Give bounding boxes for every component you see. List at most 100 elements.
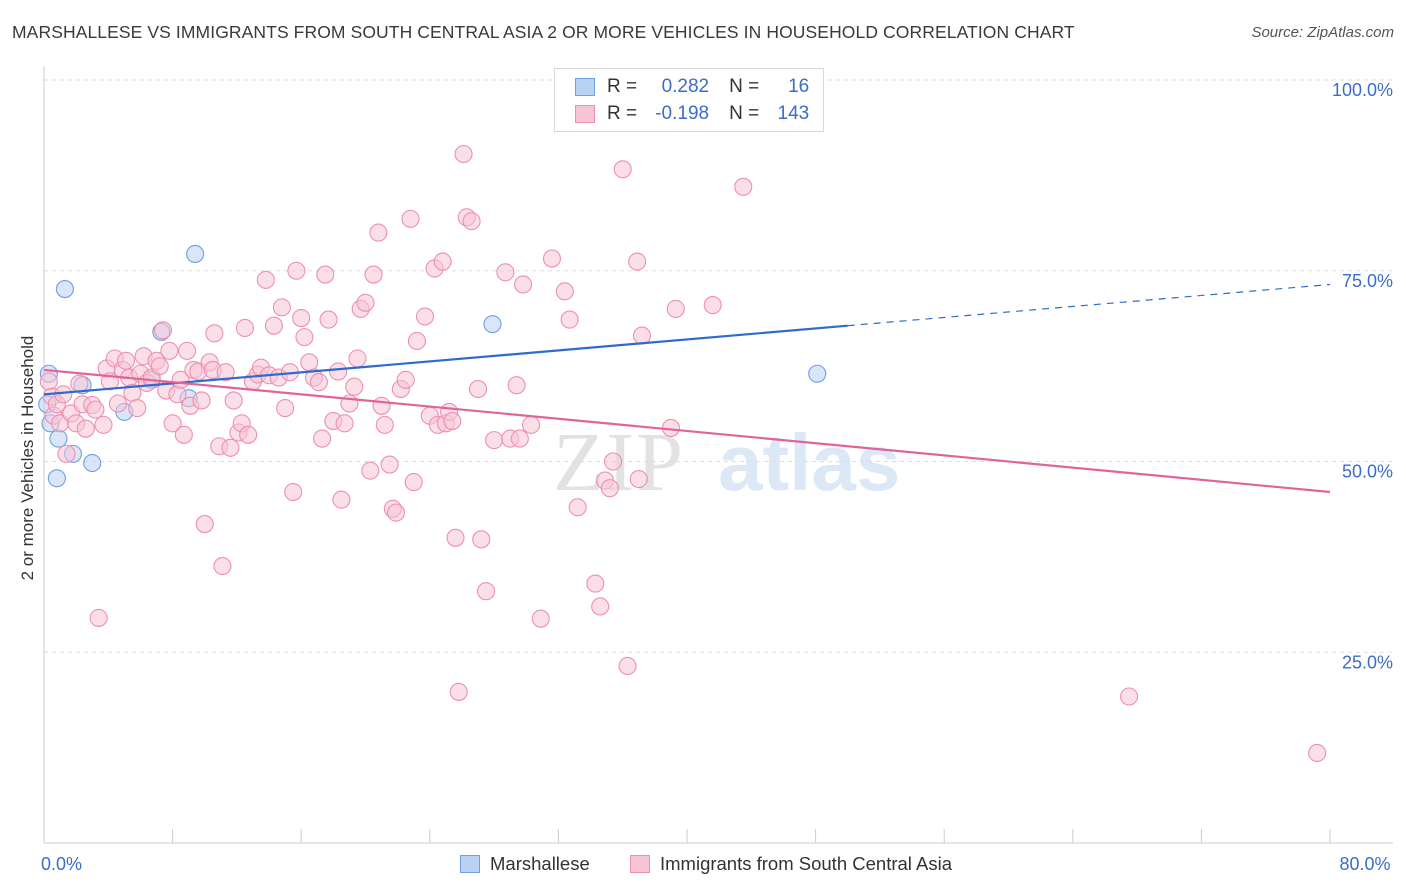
point-s1-141 [1308, 743, 1327, 763]
tick-labels: 25.0% 50.0% 75.0% 100.0% 0.0% 80.0% [41, 80, 1393, 874]
point-s1-51 [224, 391, 243, 410]
point-s1-89 [375, 415, 394, 434]
point-s1-9 [70, 374, 89, 393]
axes [43, 66, 1393, 844]
point-s1-61 [264, 316, 283, 335]
point-s1-130 [604, 452, 623, 471]
point-s1-92 [386, 503, 406, 522]
point-s1-81 [345, 377, 364, 396]
point-s1-127 [591, 597, 610, 616]
legend-row-immigrants: R = -0.198 N = 143 [575, 101, 809, 127]
point-s1-121 [531, 609, 550, 628]
n-label: N = [729, 76, 760, 97]
point-s1-124 [560, 310, 579, 329]
point-s1-122 [542, 249, 562, 268]
point-s1-106 [446, 528, 465, 547]
point-s1-120 [522, 415, 541, 434]
grid-lines [44, 79, 1393, 653]
chart-title: MARSHALLESE VS IMMIGRANTS FROM SOUTH CEN… [12, 22, 1075, 42]
point-s1-38 [178, 341, 197, 360]
point-s1-98 [415, 307, 435, 326]
marshallese-legend-swatch [460, 855, 480, 873]
point-s1-115 [496, 263, 515, 282]
watermark: ZIP atlas [553, 416, 900, 509]
y-axis-label: 2 or more Vehicles in Household [18, 335, 37, 581]
y-tick-label-0: 25.0% [1342, 652, 1393, 672]
point-s1-64 [276, 399, 295, 418]
point-s1-33 [160, 341, 179, 360]
point-s1-43 [195, 515, 214, 534]
point-s1-70 [300, 353, 319, 372]
point-s1-110 [462, 212, 481, 231]
point-s1-108 [454, 144, 473, 164]
point-s1-86 [364, 265, 383, 284]
point-s0-6 [83, 453, 102, 473]
n-value: 143 [777, 103, 810, 124]
point-s1-24 [128, 399, 147, 418]
point-s1-118 [510, 429, 529, 448]
point-s1-117 [507, 376, 526, 395]
point-s1-74 [316, 265, 335, 284]
point-s1-129 [600, 479, 619, 498]
point-s1-11 [76, 419, 95, 438]
point-s1-31 [153, 321, 173, 340]
point-s1-138 [703, 296, 722, 315]
point-s1-107 [449, 682, 468, 701]
bottom-legend-immigrants: Immigrants from South Central Asia [630, 852, 952, 876]
point-s1-66 [284, 482, 303, 502]
y-tick-label-2: 75.0% [1342, 271, 1393, 291]
point-s1-19 [108, 394, 127, 413]
watermark-atlas: atlas [718, 418, 900, 507]
point-s1-105 [443, 412, 462, 431]
point-s1-113 [477, 582, 496, 601]
point-s1-42 [192, 391, 211, 410]
marshallese-legend-label: Marshallese [490, 853, 590, 874]
point-s1-90 [380, 455, 399, 474]
point-s1-140 [1120, 687, 1139, 706]
point-s1-123 [555, 282, 574, 301]
y-axis-label-container: 2 or more Vehicles in Household [16, 0, 40, 892]
bottom-legend-marshallese: Marshallese [460, 852, 590, 876]
point-s0-2 [49, 429, 68, 448]
point-s1-55 [239, 425, 258, 444]
trend-lines [43, 283, 1331, 494]
point-s1-48 [213, 556, 232, 576]
point-s1-132 [618, 656, 637, 676]
n-value: 16 [788, 76, 810, 97]
point-s1-14 [89, 608, 108, 627]
point-s1-111 [468, 379, 488, 399]
point-s1-69 [295, 328, 314, 347]
point-s1-5 [54, 385, 73, 404]
point-s1-95 [401, 209, 420, 228]
point-s1-131 [613, 160, 632, 179]
immigrants-swatch [575, 105, 595, 123]
point-s1-49 [216, 363, 235, 382]
point-s1-30 [150, 357, 169, 376]
legend-row-marshallese: R = 0.282 N = 16 [575, 74, 809, 100]
point-s1-73 [313, 429, 332, 448]
point-s1-96 [404, 473, 423, 492]
point-s1-125 [568, 498, 587, 517]
r-label: R = [607, 103, 638, 124]
point-s1-54 [235, 318, 254, 338]
point-s1-21 [116, 351, 136, 370]
point-s1-82 [348, 349, 367, 368]
point-s1-68 [292, 309, 311, 328]
point-s1-34 [163, 414, 182, 433]
immigrants-legend-label: Immigrants from South Central Asia [660, 853, 952, 874]
point-s1-135 [632, 326, 652, 345]
trend-line-extension-0 [847, 283, 1331, 327]
point-s1-72 [309, 373, 328, 392]
point-s1-77 [329, 362, 348, 381]
point-s1-0 [39, 372, 58, 391]
point-s1-59 [256, 270, 275, 289]
point-s1-102 [433, 252, 452, 271]
point-s1-94 [396, 370, 415, 389]
trend-line-1 [43, 368, 1331, 494]
point-s0-1 [55, 280, 74, 299]
point-s1-87 [369, 223, 388, 242]
y-tick-label-1: 50.0% [1342, 462, 1393, 482]
point-s1-119 [513, 275, 533, 294]
point-s1-67 [287, 261, 306, 280]
